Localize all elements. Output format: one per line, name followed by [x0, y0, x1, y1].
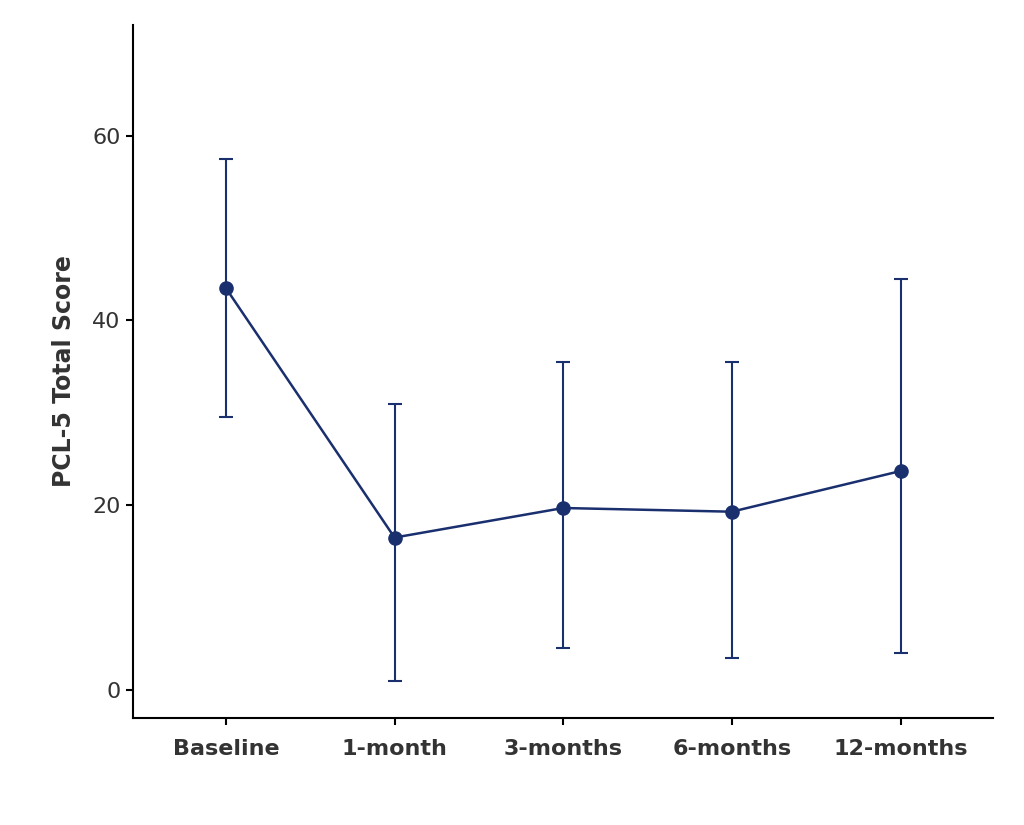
Point [218, 281, 234, 295]
Point [386, 531, 402, 545]
Point [555, 502, 571, 515]
Point [892, 464, 908, 478]
Point [724, 505, 740, 518]
Y-axis label: PCL-5 Total Score: PCL-5 Total Score [51, 255, 76, 488]
